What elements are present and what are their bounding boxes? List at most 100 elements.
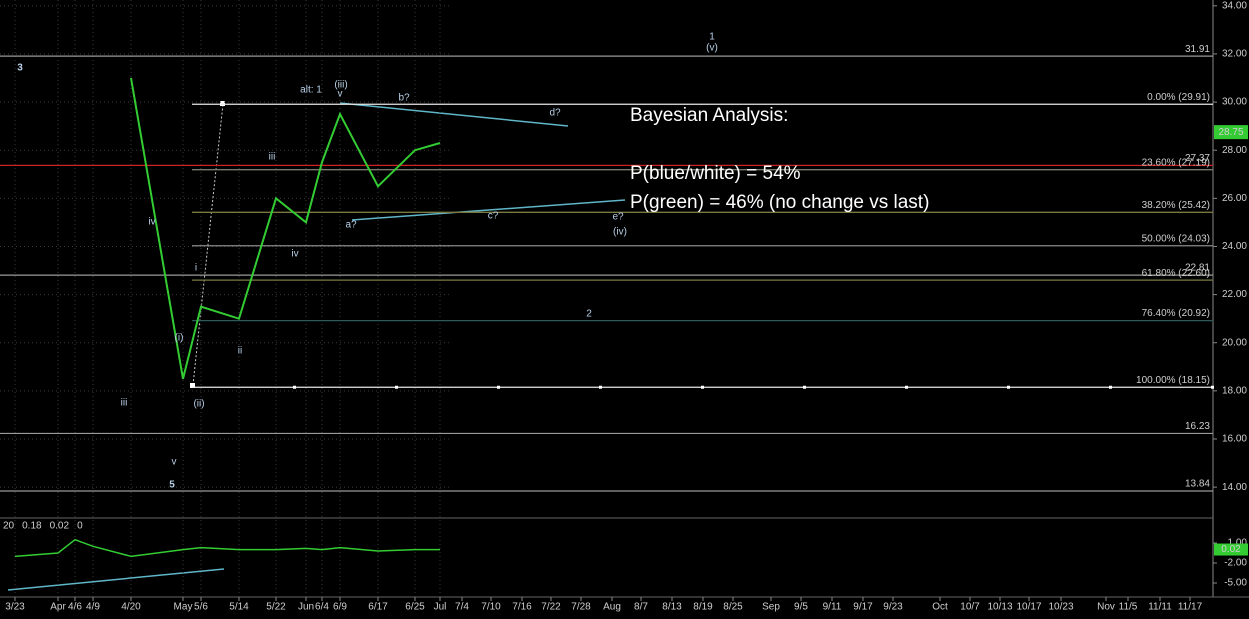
y-tick-label: 22.00 [1222, 289, 1247, 300]
x-tick-label: 6/25 [405, 602, 425, 613]
x-tick-label: Apr [50, 602, 66, 613]
x-tick-label: 5/22 [266, 602, 286, 613]
level-label: 22.81 [1185, 263, 1210, 274]
fib-label: 100.00% (18.15) [1136, 375, 1210, 386]
x-tick-label: 6/9 [333, 602, 347, 613]
indicator-line [14, 538, 440, 558]
x-tick-label: Jul [434, 602, 447, 613]
x-tick-label: 9/17 [853, 602, 873, 613]
y-tick-label: 18.00 [1222, 386, 1247, 397]
x-tick-label: 10/7 [960, 602, 980, 613]
wave-label: iii [269, 152, 276, 163]
indicator-last-box [1214, 543, 1248, 556]
x-tick-label: 8/19 [693, 602, 713, 613]
x-tick-label: Sep [762, 602, 780, 613]
wave-label: ii [238, 346, 242, 357]
fib-label: 23.60% (27.19) [1142, 157, 1210, 168]
price-line [130, 77, 441, 380]
level-label: 27.37 [1185, 153, 1210, 164]
level-dot [599, 385, 602, 389]
level-label: 16.23 [1185, 421, 1210, 432]
x-tick-label: Jun [298, 602, 314, 613]
wave-label: iv [148, 217, 155, 228]
x-tick-label: 10/23 [1048, 602, 1073, 613]
x-tick-label: 11/5 [1119, 602, 1138, 613]
wave-label: 3 [17, 63, 23, 74]
indicator-reading: 0.02 [50, 521, 70, 532]
x-tick-label: May [174, 602, 193, 613]
wave-label: (iv) [613, 227, 627, 238]
last-price-box [1214, 125, 1248, 140]
y-tick-label: 20.00 [1222, 337, 1247, 348]
y-tick-label: 1.00 [1228, 538, 1248, 549]
x-tick-label: 8/13 [662, 602, 682, 613]
wave-label: 1 [709, 32, 715, 43]
y-tick-label: -2.00 [1224, 558, 1247, 569]
x-tick-label: 3/23 [5, 602, 25, 613]
x-tick-label: 7/28 [571, 602, 591, 613]
dotted-projection [192, 103, 224, 386]
fib-label: 38.20% (25.42) [1142, 200, 1210, 211]
x-tick-label: 6/17 [368, 602, 388, 613]
level-dot [1109, 385, 1112, 389]
analysis-text: Bayesian Analysis: [630, 105, 788, 126]
y-tick-label: 24.00 [1222, 241, 1247, 252]
level-dot [497, 385, 500, 389]
anchor-point [190, 383, 195, 388]
x-tick-label: 11/11 [1148, 602, 1172, 613]
level-dot [1007, 385, 1010, 389]
wave-label: (iii) [334, 80, 347, 91]
y-tick-label: 28.00 [1222, 145, 1247, 156]
indicator-reading: 0.18 [22, 521, 42, 532]
wave-label: iv [291, 249, 298, 260]
x-tick-label: Aug [603, 602, 621, 613]
y-tick-label: 32.00 [1222, 49, 1247, 60]
wave-label: 2 [586, 309, 592, 320]
wave-label: 5 [169, 480, 175, 491]
level-dot [293, 385, 296, 389]
wave-label: (ii) [193, 399, 204, 410]
analysis-text: P(blue/white) = 54% [630, 163, 801, 184]
level-dot [1211, 385, 1214, 389]
x-tick-label: 9/23 [883, 602, 903, 613]
wave-label: (v) [706, 43, 718, 54]
y-tick-label: -5.00 [1224, 578, 1247, 589]
x-tick-label: 7/22 [541, 602, 561, 613]
wave-label: a? [345, 220, 357, 231]
x-tick-label: 7/10 [481, 602, 501, 613]
x-tick-label: Nov [1097, 602, 1115, 613]
y-tick-label: 30.00 [1222, 97, 1247, 108]
x-tick-label: 7/4 [455, 602, 469, 613]
y-tick-label: 26.00 [1222, 193, 1247, 204]
level-dot [905, 385, 908, 389]
wave-label: alt: 1 [300, 85, 322, 96]
level-label: 13.84 [1185, 479, 1210, 490]
level-dot [701, 385, 704, 389]
wave-label: i [195, 263, 197, 274]
trend-line [339, 102, 569, 127]
level-dot [395, 385, 398, 389]
anchor-point [220, 101, 225, 106]
wave-label: d? [549, 108, 561, 119]
last-price-label: 28.75 [1218, 127, 1243, 138]
fib-label: 0.00% (29.91) [1147, 92, 1210, 103]
x-tick-label: 6/4 [315, 602, 329, 613]
x-tick-label: 9/11 [823, 602, 842, 613]
trend-line [351, 199, 626, 221]
x-tick-label: 10/17 [1016, 602, 1041, 613]
indicator-reading: 0 [77, 521, 83, 532]
y-tick-label: 34.00 [1222, 0, 1247, 11]
fib-label: 76.40% (20.92) [1142, 308, 1210, 319]
wave-label: v [338, 89, 343, 100]
wave-label: v [172, 457, 177, 468]
right-axis-bg [1213, 0, 1249, 619]
x-tick-label: 8/25 [723, 602, 743, 613]
x-tick-label: 5/6 [194, 602, 208, 613]
x-tick-label: 4/20 [121, 602, 141, 613]
x-tick-label: 8/7 [634, 602, 648, 613]
x-tick-label: 7/16 [512, 602, 532, 613]
wave-label: c? [488, 211, 499, 222]
wave-label: (i) [175, 333, 184, 344]
wave-label: e? [612, 212, 624, 223]
